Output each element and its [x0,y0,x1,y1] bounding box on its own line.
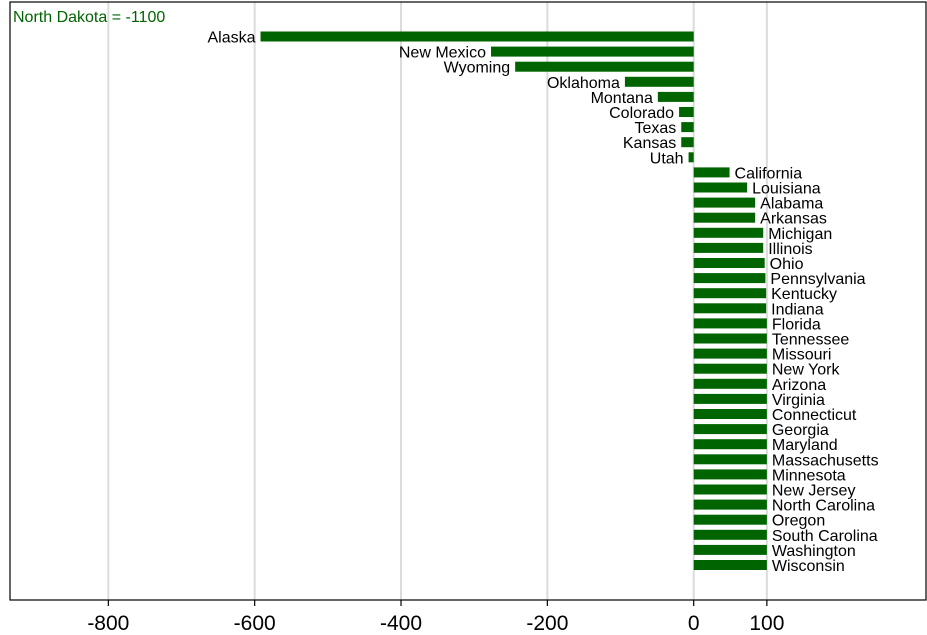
bar-label: Louisiana [752,181,821,198]
bar-label: Kentucky [771,286,837,303]
bar-label: Arizona [772,377,826,394]
bar [693,560,767,570]
bar-label: Utah [650,150,684,167]
bar-label: Michigan [768,226,832,243]
bar [693,544,767,555]
bar-label: North Carolina [772,498,875,515]
bar [693,439,767,450]
bar [693,197,756,208]
bar [681,122,694,133]
bar-label: Alabama [760,196,823,213]
bar [693,499,767,510]
bar [693,227,764,238]
bar [693,409,767,419]
bar-label: New Jersey [772,483,856,500]
bar-label: Ohio [770,256,804,273]
bar [688,152,694,163]
bar [693,242,764,253]
bar-label: Alaska [208,30,256,47]
bar [693,182,748,193]
bar-label: Florida [772,316,821,333]
bar [693,348,767,359]
bar [693,288,767,299]
bar [693,424,767,435]
bar [693,212,756,223]
bar [681,137,694,148]
bar-label: California [735,165,803,182]
bar-label: Tennessee [772,332,849,349]
bar [693,529,767,540]
bar-label: Illinois [768,241,812,258]
x-axis-ticks: -800 -600 -400 -200 0 100 [87,600,784,635]
bar [693,363,767,374]
bar-label: Virginia [772,392,825,409]
bar-label: Oregon [772,513,825,530]
x-tick-label: 100 [749,612,784,635]
bar-label: New Mexico [399,45,486,62]
bar [693,484,767,495]
bar [693,454,767,465]
bar-label: Wyoming [444,60,511,77]
bar [693,258,765,268]
bar-label: Massachusetts [772,452,879,469]
bar-label: South Carolina [772,528,878,545]
bar-label: Wisconsin [772,558,845,575]
x-tick-label: -800 [87,612,129,635]
bar-label: Missouri [772,347,832,364]
bar-label: Texas [634,120,676,137]
bar-label: Minnesota [772,467,846,484]
x-tick-label: 0 [688,612,700,635]
annotation-note: North Dakota = -1100 [13,9,165,26]
bar-label: Pennsylvania [770,271,865,288]
bar [693,393,767,404]
bar-label: Indiana [771,301,824,318]
bar-label: Connecticut [772,407,857,424]
bar [693,469,767,480]
bar-label: Arkansas [760,211,827,228]
plot-frame [9,1,927,601]
bar-label: Maryland [772,437,838,454]
bar [260,31,694,42]
bar [693,273,766,284]
x-tick-label: -200 [526,612,568,635]
bar [657,91,694,102]
bar [693,167,730,178]
bar-label: Oklahoma [547,75,620,92]
bar [624,76,694,87]
bar-label: Washington [772,543,856,560]
bar-label: Georgia [772,422,829,439]
bar-label: Montana [591,90,653,107]
bars-group [260,31,767,570]
bar [515,61,694,72]
x-tick-label: -400 [380,612,422,635]
bar [693,318,767,329]
x-tick-label: -600 [234,612,276,635]
bar [491,46,694,57]
bar [693,514,767,525]
bar-label: New York [772,362,841,379]
bar-label: Colorado [609,105,674,122]
bar [679,107,694,117]
bar [693,303,767,314]
bar [693,378,767,389]
bar-label: Kansas [623,135,676,152]
bar [693,333,767,344]
